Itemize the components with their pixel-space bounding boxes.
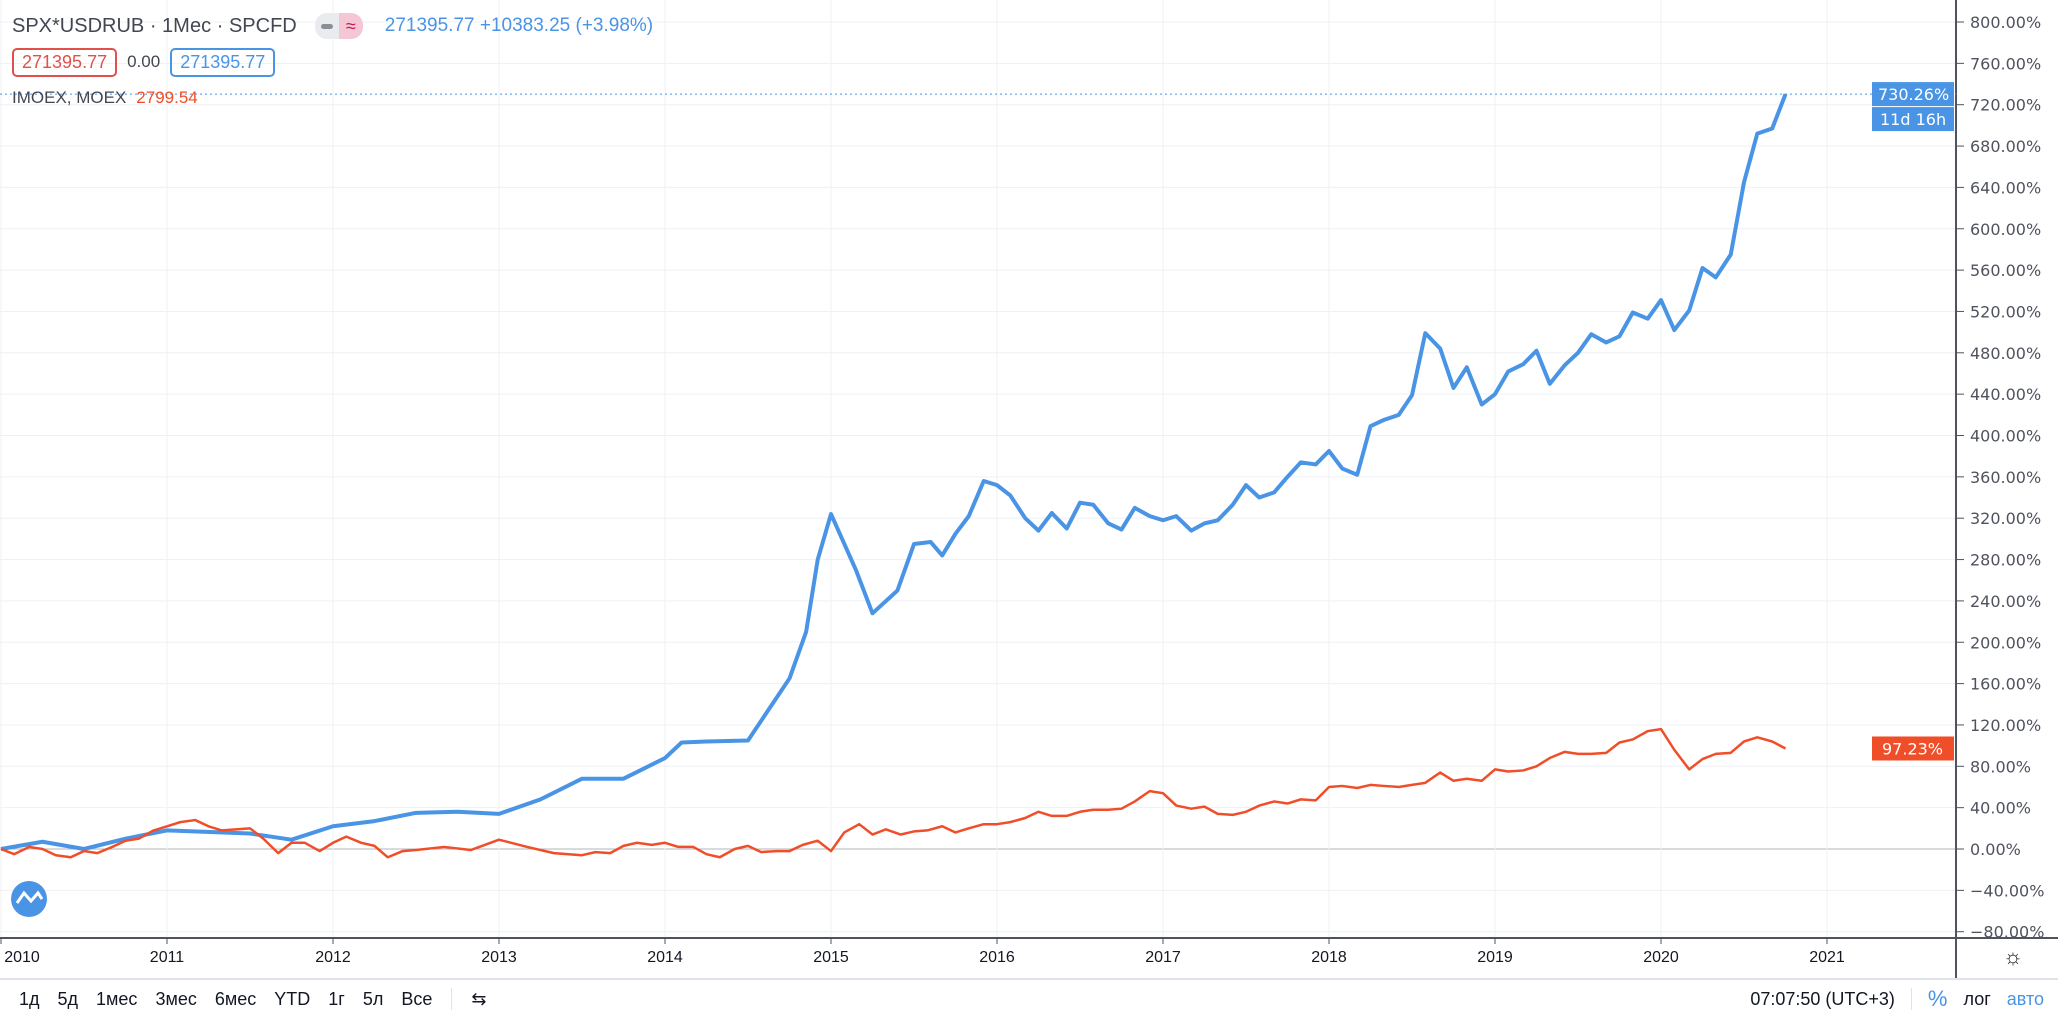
compare-value: 2799.54 <box>136 88 197 108</box>
x-tick-label: 2017 <box>1145 949 1181 966</box>
y-tick-label: 0.00% <box>1970 840 2021 859</box>
y-tick-label: 120.00% <box>1970 716 2041 735</box>
bar-countdown-text: 11d 16h <box>1880 110 1946 129</box>
range-3m[interactable]: 3мес <box>146 989 205 1010</box>
compare-symbol[interactable]: IMOEX, MOEX <box>12 88 126 108</box>
series-line-blue <box>1 94 1786 849</box>
x-tick-label: 2019 <box>1477 949 1513 966</box>
y-tick-label: 680.00% <box>1970 137 2041 156</box>
range-5y[interactable]: 5л <box>354 989 393 1010</box>
y-tick-label: 640.00% <box>1970 178 2041 197</box>
auto-scale-button[interactable]: авто <box>2007 989 2044 1010</box>
x-tick-label: 2015 <box>813 949 849 966</box>
range-1d[interactable]: 1д <box>10 989 49 1010</box>
range-all[interactable]: Все <box>392 989 441 1010</box>
x-tick-label: 2012 <box>315 949 351 966</box>
y-tick-label: 440.00% <box>1970 385 2041 404</box>
y-tick-label: 280.00% <box>1970 551 2041 570</box>
chart-legend: SPX*USDRUB · 1Мес · SPCFD ≈ 271395.77 +1… <box>12 8 653 116</box>
y-tick-label: 320.00% <box>1970 509 2041 528</box>
range-1y[interactable]: 1г <box>319 989 354 1010</box>
hide-icon[interactable] <box>315 13 339 39</box>
goto-date-icon[interactable]: ⇆ <box>462 989 495 1010</box>
x-tick-label: 2018 <box>1311 949 1347 966</box>
log-scale-button[interactable]: лог <box>1963 989 1990 1010</box>
x-tick-label: 2014 <box>647 949 683 966</box>
symbol-title[interactable]: SPX*USDRUB · 1Мес · SPCFD <box>12 15 297 38</box>
approx-icon[interactable]: ≈ <box>339 13 363 39</box>
x-tick-label: 2016 <box>979 949 1015 966</box>
range-ytd[interactable]: YTD <box>265 989 319 1010</box>
spread-value: 0.00 <box>127 52 160 72</box>
y-tick-label: 360.00% <box>1970 468 2041 487</box>
blue-price-label-text: 730.26% <box>1878 85 1949 104</box>
price-chart[interactable]: 2010 2011 2012 2013 2014 2015 2016 2017 2018 2019… <box>0 0 2058 978</box>
percent-scale-button[interactable]: % <box>1928 986 1948 1012</box>
y-tick-label: 800.00% <box>1970 13 2041 32</box>
y-tick-label: 520.00% <box>1970 302 2041 321</box>
visibility-toggle[interactable]: ≈ <box>315 13 363 39</box>
y-tick-label: 40.00% <box>1970 799 2031 818</box>
y-tick-label: 240.00% <box>1970 592 2041 611</box>
x-tick-label: 2021 <box>1809 949 1845 966</box>
last-price: 271395.77 +10383.25 (+3.98%) <box>385 15 653 37</box>
range-6m[interactable]: 6мес <box>206 989 265 1010</box>
y-tick-label: 160.00% <box>1970 675 2041 694</box>
settings-gear-icon[interactable]: ☼ <box>2003 944 2023 969</box>
buy-price-button[interactable]: 271395.77 <box>170 48 275 77</box>
x-tick-label: 2010 <box>4 949 40 966</box>
y-tick-label: 600.00% <box>1970 220 2041 239</box>
y-tick-label: −40.00% <box>1970 881 2044 900</box>
y-tick-label: 80.00% <box>1970 757 2031 776</box>
x-tick-label: 2013 <box>481 949 517 966</box>
x-tick-label: 2020 <box>1643 949 1679 966</box>
range-1m[interactable]: 1мес <box>87 989 146 1010</box>
y-tick-label: 720.00% <box>1970 96 2041 115</box>
sell-price-button[interactable]: 271395.77 <box>12 48 117 77</box>
y-tick-label: 560.00% <box>1970 261 2041 280</box>
range-5d[interactable]: 5д <box>49 989 88 1010</box>
bottom-toolbar: 1д 5д 1мес 3мес 6мес YTD 1г 5л Все ⇆ 07:… <box>0 978 2058 1018</box>
x-tick-label: 2011 <box>150 949 185 966</box>
red-price-label-text: 97.23% <box>1882 739 1943 758</box>
y-tick-label: 200.00% <box>1970 633 2041 652</box>
y-tick-label: 480.00% <box>1970 344 2041 363</box>
y-tick-label: 400.00% <box>1970 427 2041 446</box>
clock[interactable]: 07:07:50 (UTC+3) <box>1750 989 1895 1010</box>
y-tick-label: 760.00% <box>1970 54 2041 73</box>
